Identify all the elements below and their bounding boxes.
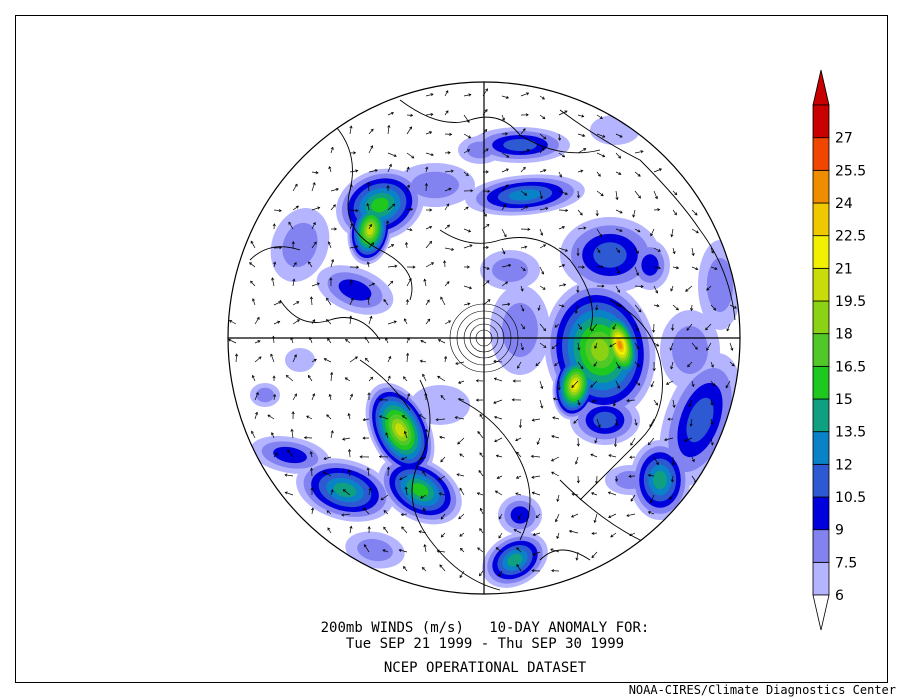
colorbar-tick-label: 21	[835, 261, 853, 277]
caption-dataset: NCEP OPERATIONAL DATASET	[383, 660, 587, 676]
colorbar-max-arrow	[812, 69, 830, 106]
colorbar-tick-label: 16.5	[835, 359, 866, 375]
colorbar-tick-label: 12	[835, 457, 853, 473]
colorbar-bin	[812, 431, 830, 465]
colorbar-bin	[812, 137, 830, 171]
colorbar-bin	[812, 463, 830, 498]
colorbar-tick-label: 25.5	[835, 163, 866, 179]
colorbar-tick-label: 22.5	[835, 229, 866, 245]
colorbar-tick-label: 24	[835, 196, 853, 212]
colorbar-bin	[812, 169, 830, 204]
colorbar-tick-label: 15	[835, 392, 853, 408]
colorbar-min-arrow	[812, 594, 830, 631]
colorbar-bin	[812, 300, 830, 335]
colorbar-tick-label: 9	[835, 523, 844, 539]
colorbar-bin	[812, 529, 830, 563]
colorbar-tick-label: 6	[835, 588, 844, 604]
caption-dates: Tue SEP 21 1999 - Thu SEP 30 1999	[345, 636, 625, 652]
colorbar-bin	[812, 104, 830, 139]
colorbar-tick-label: 19.5	[835, 294, 866, 310]
plot-frame	[15, 15, 888, 683]
colorbar-bin	[812, 202, 830, 237]
caption-title: 200mb WINDS (m/s) 10-DAY ANOMALY FOR:	[320, 620, 650, 636]
colorbar-bin	[812, 496, 830, 531]
credit-text: NOAA-CIRES/Climate Diagnostics Center	[628, 683, 896, 697]
map-boundary	[227, 81, 741, 595]
colorbar-tick-label: 7.5	[835, 555, 857, 571]
colorbar-tick-label: 27	[835, 131, 853, 147]
colorbar-bin	[812, 267, 830, 302]
colorbar-bin	[812, 398, 830, 433]
colorbar-bin	[812, 333, 830, 367]
colorbar-tick-label: 13.5	[835, 425, 866, 441]
coastlines	[249, 99, 736, 591]
colorbar-tick-label: 10.5	[835, 490, 866, 506]
colorbar-tick-label: 18	[835, 327, 853, 343]
wind-vectors	[228, 88, 737, 579]
colorbar-bin	[812, 235, 830, 269]
colorbar-bin	[812, 561, 830, 596]
colorbar-bin	[812, 365, 830, 400]
